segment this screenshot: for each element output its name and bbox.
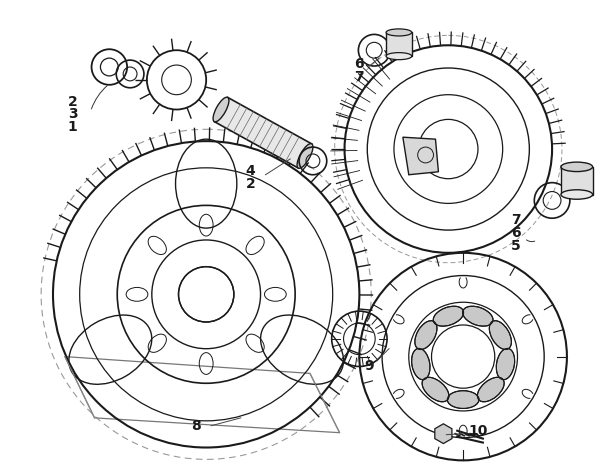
Ellipse shape (463, 306, 493, 326)
Text: 6: 6 (510, 226, 520, 240)
Ellipse shape (561, 190, 592, 199)
Ellipse shape (386, 53, 412, 60)
Ellipse shape (477, 377, 504, 402)
Ellipse shape (496, 348, 515, 380)
Ellipse shape (386, 29, 412, 36)
Polygon shape (403, 137, 438, 175)
Text: 4: 4 (246, 164, 256, 178)
Bar (561, 167, 592, 194)
Text: 8: 8 (192, 419, 201, 433)
Text: 5: 5 (510, 239, 520, 253)
Text: 9: 9 (364, 360, 374, 373)
Ellipse shape (415, 321, 437, 350)
Text: 7: 7 (354, 70, 364, 84)
Text: 6: 6 (354, 57, 364, 71)
Ellipse shape (433, 306, 464, 326)
Text: 7: 7 (510, 213, 520, 227)
Text: 2: 2 (68, 95, 78, 109)
Polygon shape (214, 97, 312, 168)
Ellipse shape (447, 390, 479, 408)
Ellipse shape (490, 321, 512, 350)
Circle shape (179, 266, 234, 322)
Text: 1: 1 (68, 120, 78, 134)
Polygon shape (435, 424, 452, 444)
Bar (386, 32, 412, 56)
Ellipse shape (412, 348, 430, 380)
Text: 2: 2 (246, 177, 256, 190)
Ellipse shape (561, 162, 592, 171)
Ellipse shape (297, 143, 313, 168)
Ellipse shape (213, 97, 229, 122)
Text: 3: 3 (68, 107, 78, 122)
Text: 10: 10 (468, 424, 488, 438)
Ellipse shape (422, 377, 449, 402)
